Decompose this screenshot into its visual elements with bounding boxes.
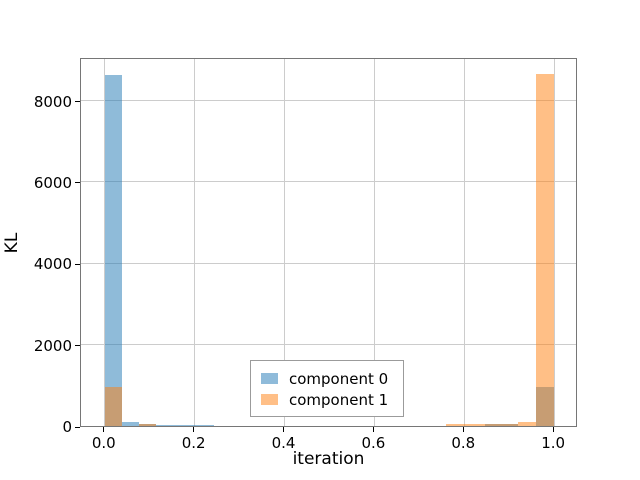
legend-label-component-0: component 0 [289, 369, 389, 388]
x-tick-label: 1.0 [541, 434, 566, 452]
histogram-bar-component-0 [156, 424, 214, 426]
y-tick-label: 0 [62, 418, 72, 436]
legend-item-component-0: component 0 [261, 368, 393, 389]
x-axis-label: iteration [292, 449, 365, 469]
histogram-bar-component-1 [139, 424, 157, 426]
x-tick [103, 427, 105, 432]
y-gridline [81, 100, 576, 102]
y-tick [75, 345, 80, 347]
y-gridline [81, 262, 576, 264]
histogram-bar-component-1 [536, 73, 555, 426]
x-tick-label: 0.2 [181, 434, 206, 452]
y-tick [75, 263, 80, 265]
x-gridline [194, 59, 196, 426]
histogram-bar-component-1 [445, 424, 485, 426]
y-tick [75, 182, 80, 184]
legend-item-component-1: component 1 [261, 389, 393, 410]
y-gridline [81, 344, 576, 346]
x-gridline [373, 59, 375, 426]
y-tick [75, 101, 80, 103]
histogram-bar-component-1 [104, 387, 122, 426]
x-tick-label: 0.8 [451, 434, 476, 452]
x-gridline [553, 59, 555, 426]
x-tick-label: 0.0 [91, 434, 116, 452]
y-gridline [81, 181, 576, 183]
x-gridline [463, 59, 465, 426]
x-gridline [284, 59, 286, 426]
legend: component 0 component 1 [250, 360, 404, 417]
histogram-bar-component-1 [484, 423, 519, 426]
legend-swatch-component-0 [261, 373, 278, 384]
y-axis-label: KL [2, 232, 22, 254]
y-tick-label: 4000 [33, 255, 72, 274]
histogram-bar-component-1 [518, 422, 537, 426]
histogram-bar-component-0 [121, 422, 140, 426]
x-tick [193, 427, 195, 432]
legend-swatch-component-1 [261, 394, 278, 405]
x-tick [283, 427, 285, 432]
y-tick-label: 6000 [33, 173, 72, 192]
x-tick [552, 427, 554, 432]
x-tick [462, 427, 464, 432]
y-tick-label: 2000 [33, 336, 72, 355]
y-tick-label: 8000 [33, 92, 72, 111]
x-tick [372, 427, 374, 432]
x-tick-label: 0.4 [271, 434, 296, 452]
y-tick [75, 426, 80, 428]
legend-label-component-1: component 1 [289, 390, 389, 409]
histogram-bar-component-0 [104, 74, 122, 426]
x-tick-label: 0.6 [361, 434, 386, 452]
